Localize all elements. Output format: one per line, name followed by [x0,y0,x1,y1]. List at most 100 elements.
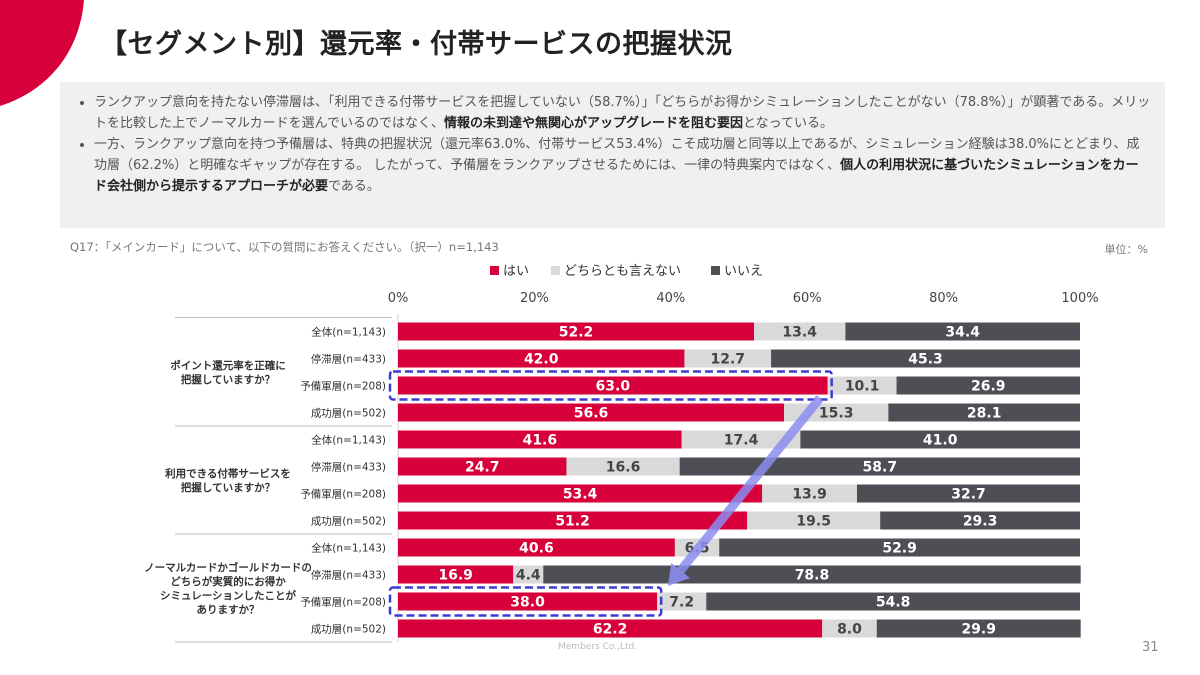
bar-segment-neutral [754,322,846,341]
highlight-box [388,586,663,617]
bar-segment-yes [398,592,658,611]
x-tick-label: 20% [520,291,549,306]
bar-segment-neutral [681,430,801,449]
summary-box: ランクアップ意向を持たない停滞層は、「利用できる付帯サービスを把握していない（5… [60,82,1165,228]
data-label: 45.3 [908,352,943,368]
data-label: 78.8 [795,568,830,584]
bar-segment-no [845,322,1080,341]
group-label: 利用できる付帯サービスを [165,467,291,480]
data-label: 41.6 [523,433,558,449]
trend-arrow-head [668,562,690,586]
x-tick-label: 40% [656,291,685,306]
data-label: 54.8 [876,595,911,611]
data-label: 8.0 [837,622,862,638]
data-label: 26.9 [971,379,1006,395]
bar-segment-yes [398,349,685,368]
bar-segment-no [896,376,1080,395]
data-label: 17.4 [724,433,759,449]
question-text: Q17：「メインカード」について、以下の質問にお答えください。（択一）n=1,1… [70,240,499,254]
group-label: ポイント還元率を正確に [170,359,286,372]
bar-segment-no [706,592,1080,611]
group-label: どちらが実質的にお得か [170,575,286,588]
summary-bullet-2: 一方、ランクアップ意向を持つ予備層は、特典の把握状況（還元率63.0%、付帯サー… [94,134,1151,197]
data-label: 10.1 [845,379,880,395]
group-label: 把握していますか？ [181,481,275,494]
data-label: 53.4 [563,487,598,503]
bar-segment-neutral [827,376,897,395]
x-tick-label: 0% [388,291,409,306]
bar-segment-yes [398,484,763,503]
data-label: 13.4 [782,325,817,341]
bar-segment-neutral [657,592,707,611]
bar-segment-yes [398,403,785,422]
highlight-box [388,370,833,401]
data-label: 24.7 [465,460,500,476]
page-title: 【セグメント別】還元率・付帯サービスの把握状況 [100,29,733,60]
row-label: 予備軍層(n=208) [300,380,386,393]
bar-segment-no [679,457,1080,476]
x-tick-label: 100% [1061,291,1098,306]
data-label: 51.2 [555,514,590,530]
data-label: 52.2 [559,325,594,341]
bar-segment-yes [398,376,828,395]
group-label: 把握していますか？ [181,373,275,386]
bar-segment-yes [398,619,823,638]
unit-label: 単位：% [1104,243,1148,256]
legend-label-3: いいえ [724,264,763,279]
data-label: 12.7 [710,352,745,368]
data-label: 13.9 [792,487,827,503]
footer-copyright: Members Co.,Ltd. [558,642,638,652]
group-label: ノーマルカードかゴールドカードの [144,561,312,574]
data-label: 19.5 [796,514,831,530]
bar-segment-yes [398,430,682,449]
row-label: 予備軍層(n=208) [300,596,386,609]
data-label: 63.0 [596,379,631,395]
data-label: 16.9 [438,568,473,584]
bar-segment-yes [398,457,567,476]
row-label: 全体(n=1,143) [311,542,386,555]
row-label: 全体(n=1,143) [311,326,386,339]
bar-segment-yes [398,511,748,530]
row-label: 成功層(n=502) [311,408,386,420]
data-label: 15.3 [819,406,854,422]
data-label: 41.0 [923,433,958,449]
data-label: 62.2 [593,622,628,638]
bar-segment-no [719,538,1080,557]
bar-segment-neutral [566,457,680,476]
legend-swatch-2 [551,266,560,275]
data-label: 58.7 [863,460,898,476]
data-label: 42.0 [524,352,559,368]
legend-label-1: はい [503,264,529,279]
bar-segment-neutral [684,349,772,368]
bar-segment-no [856,484,1080,503]
row-label: 予備軍層(n=208) [300,488,386,501]
bar-segment-neutral [747,511,881,530]
bar-segment-neutral [513,565,544,584]
bar-segment-neutral [822,619,877,638]
row-label: 停滞層(n=433) [311,461,386,474]
data-label: 34.4 [945,325,980,341]
data-label: 7.2 [669,595,694,611]
data-label: 32.7 [951,487,986,503]
bar-segment-no [876,619,1081,638]
data-label: 16.6 [606,460,641,476]
bar-segment-no [888,403,1080,422]
brand-corner-shape [0,0,84,106]
data-label: 56.6 [574,406,609,422]
bar-segment-neutral [762,484,857,503]
x-tick-label: 80% [929,291,958,306]
group-label: シミュレーションしたことが [160,589,297,602]
legend-label-2: どちらとも言えない [564,264,681,279]
data-label: 52.9 [882,541,917,557]
bar-segment-yes [398,565,514,584]
bar-segment-no [800,430,1080,449]
group-label: ありますか？ [197,603,260,616]
bar-segment-no [771,349,1080,368]
data-label: 28.1 [967,406,1002,422]
page-number: 31 [1142,640,1159,655]
data-label: 29.3 [963,514,998,530]
bar-segment-no [880,511,1080,530]
data-label: 40.6 [519,541,554,557]
x-tick-label: 60% [793,291,822,306]
